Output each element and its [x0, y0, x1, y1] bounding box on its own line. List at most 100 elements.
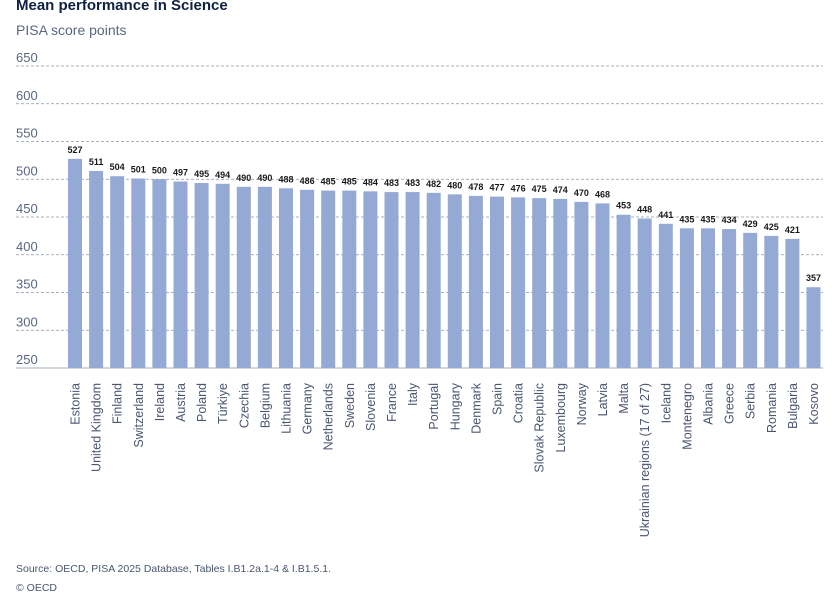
source-note: Source: OECD, PISA 2025 Database, Tables…	[16, 563, 331, 575]
category-label: Belgium	[258, 383, 272, 428]
category-label: Kosovo	[807, 383, 821, 425]
bar-value-label: 500	[152, 165, 167, 175]
category-label: Albania	[702, 383, 716, 425]
chart-title: Mean performance in Science	[16, 0, 228, 14]
bar-value-label: 501	[131, 164, 146, 174]
bar	[447, 194, 462, 368]
y-tick-label: 550	[16, 126, 38, 141]
category-label: Lithuania	[280, 383, 294, 434]
y-tick-label: 600	[16, 88, 38, 103]
bar	[658, 223, 673, 368]
bar	[637, 218, 652, 368]
category-label: Portugal	[427, 383, 441, 430]
category-label: Serbia	[744, 383, 758, 419]
bar-value-label: 476	[511, 183, 526, 193]
bar	[532, 198, 547, 368]
y-axis-ticks: 250 300 350 400 450 500 550 600 650	[16, 50, 38, 367]
bar-value-label: 434	[722, 215, 737, 225]
category-label: Poland	[195, 383, 209, 422]
category-label: Ukrainian regions (17 of 27)	[638, 383, 652, 537]
bar-value-label: 441	[658, 210, 673, 220]
bar	[722, 229, 737, 368]
chart-subtitle: PISA score points	[16, 22, 127, 38]
bar-value-label: 421	[785, 225, 800, 235]
bar	[257, 186, 272, 368]
category-label: Netherlands	[322, 383, 336, 450]
bar	[131, 178, 146, 368]
bar-value-label: 485	[321, 177, 336, 187]
category-label: Slovenia	[364, 383, 378, 431]
y-tick-label: 250	[16, 352, 38, 367]
bar-chart: 250 300 350 400 450 500 550 600 650 527 511 504 501…	[16, 50, 823, 537]
bars	[68, 158, 821, 368]
bar	[173, 181, 188, 368]
category-label: Norway	[575, 382, 589, 425]
bar	[490, 196, 504, 368]
category-label: Malta	[617, 383, 631, 414]
bar	[426, 192, 441, 368]
bar	[215, 183, 230, 368]
bar	[405, 192, 420, 368]
bar	[236, 186, 251, 368]
bar-value-label: 490	[257, 173, 272, 183]
y-tick-label: 300	[16, 314, 38, 329]
bar-value-label: 453	[616, 201, 631, 211]
bar-value-label: 495	[194, 169, 209, 179]
bar	[511, 197, 526, 368]
copyright-note: © OECD	[16, 582, 57, 594]
bar-value-label: 490	[236, 173, 251, 183]
bar	[363, 191, 378, 368]
category-label: Hungary	[448, 382, 462, 430]
bar-value-label: 486	[300, 176, 315, 186]
bar	[68, 158, 82, 368]
category-label: Greece	[723, 383, 737, 424]
bar	[595, 203, 610, 368]
bar-value-label: 494	[215, 170, 230, 180]
bar-value-label: 511	[89, 157, 104, 167]
bar	[321, 190, 336, 368]
bar-value-label: 488	[278, 174, 293, 184]
category-label: Türkiye	[216, 383, 230, 424]
value-labels: 527 511 504 501 500 497 495 494 490 490 488 486 485 4…	[67, 145, 821, 283]
bar-value-label: 484	[363, 177, 378, 187]
category-label: Sweden	[343, 383, 357, 428]
bar	[785, 238, 800, 368]
bar-value-label: 470	[574, 188, 589, 198]
category-label: Romania	[765, 383, 779, 433]
bar	[701, 228, 715, 368]
bar-value-label: 475	[532, 184, 547, 194]
bar	[152, 179, 167, 368]
category-label: Ireland	[153, 383, 167, 421]
bar-value-label: 504	[110, 162, 125, 172]
bar	[468, 195, 483, 368]
category-label: United Kingdom	[90, 383, 104, 472]
bar-value-label: 435	[700, 214, 715, 224]
bar	[806, 287, 821, 368]
bar-value-label: 435	[679, 214, 694, 224]
category-label: Slovak Republic	[533, 383, 547, 473]
bar-value-label: 497	[173, 168, 188, 178]
bar	[342, 190, 357, 368]
bar	[764, 235, 779, 368]
category-label: Czechia	[237, 383, 251, 428]
category-label: Italy	[406, 382, 420, 406]
category-label: Denmark	[469, 382, 483, 433]
bar-value-label: 425	[764, 222, 779, 232]
bar	[110, 176, 125, 368]
y-tick-label: 500	[16, 163, 38, 178]
category-label: Luxembourg	[554, 383, 568, 453]
category-label: Estonia	[69, 383, 83, 425]
bar	[89, 170, 104, 368]
bar	[384, 192, 399, 368]
category-label: Switzerland	[132, 383, 146, 448]
y-tick-label: 450	[16, 201, 38, 216]
category-label: Iceland	[659, 383, 673, 423]
y-tick-label: 350	[16, 277, 38, 292]
bar-value-label: 468	[595, 189, 610, 199]
bar-value-label: 357	[806, 273, 821, 283]
bar-value-label: 429	[743, 219, 758, 229]
bar-value-label: 485	[342, 177, 357, 187]
bar-value-label: 474	[553, 185, 568, 195]
category-label: Finland	[111, 383, 125, 424]
category-label: Bulgaria	[786, 383, 800, 429]
